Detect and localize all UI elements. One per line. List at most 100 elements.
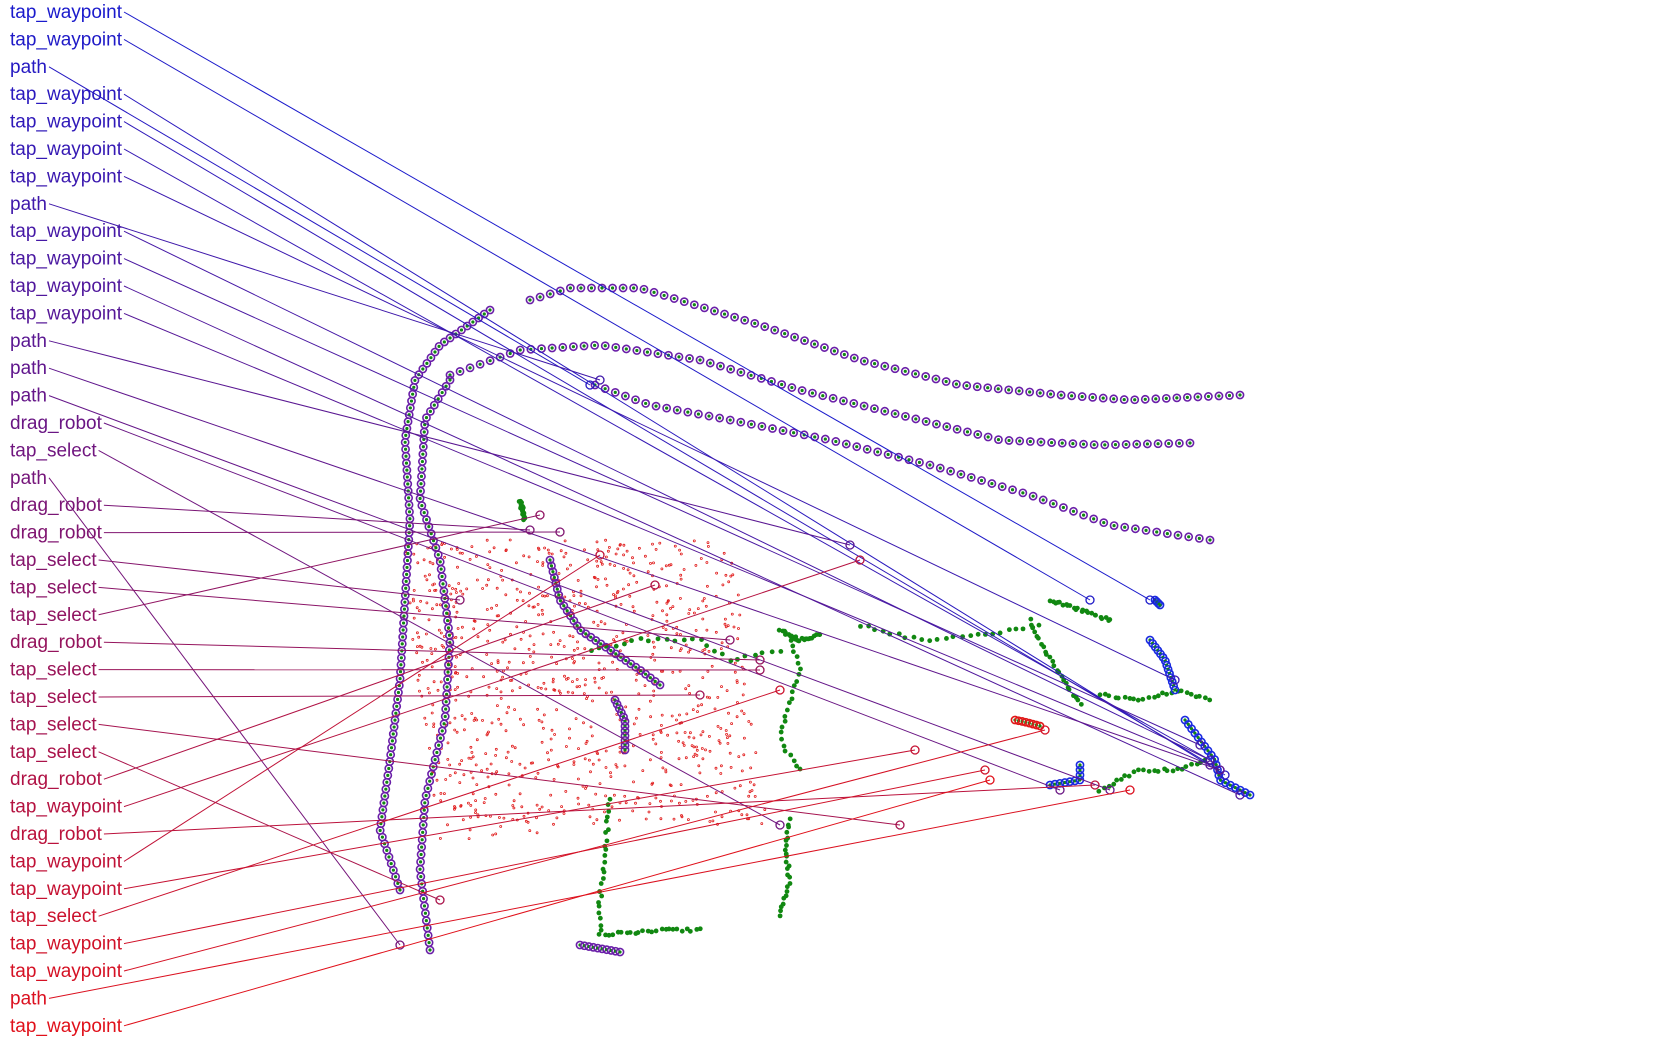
grid-dot <box>688 648 692 651</box>
scan-point <box>603 818 609 824</box>
grid-dot <box>619 543 622 546</box>
grid-dot <box>584 678 587 681</box>
path-ring-core <box>1000 485 1004 489</box>
path-ring-core <box>1028 439 1032 444</box>
path-ring <box>787 383 797 392</box>
grid-dot <box>475 718 479 722</box>
scan-point <box>602 859 608 865</box>
grid-dot <box>495 669 499 673</box>
grid-dot <box>710 664 714 668</box>
grid-dot <box>416 561 420 565</box>
grid-dot <box>736 637 740 641</box>
grid-dot <box>705 695 709 699</box>
grid-dot <box>540 805 544 809</box>
path-ring <box>1210 755 1220 764</box>
grid-dot <box>623 764 627 768</box>
path-ring-core <box>393 718 397 722</box>
leader-target <box>1220 770 1230 780</box>
scan-point <box>596 900 601 905</box>
scan-point <box>784 829 790 835</box>
path-ring <box>921 372 931 381</box>
path-ring-core <box>1197 536 1201 541</box>
grid-dot <box>576 640 579 644</box>
grid-dot <box>622 567 625 570</box>
path-ring-core <box>446 670 450 674</box>
scan-point <box>679 928 685 934</box>
path-ring-core <box>760 424 764 428</box>
path-ring <box>437 388 447 397</box>
scan-point <box>598 881 604 886</box>
path-ring-core <box>390 739 394 743</box>
path-ring <box>797 386 807 395</box>
grid-dot <box>483 797 487 800</box>
path-ring <box>1008 485 1017 495</box>
grid-dot <box>428 589 432 592</box>
path-ring <box>1153 598 1163 608</box>
path-ring-core <box>399 656 403 660</box>
grid-dot <box>643 684 647 687</box>
path-ring-core <box>1233 786 1237 790</box>
leader-target <box>1235 790 1245 800</box>
grid-dot <box>471 755 475 759</box>
path-ring-core <box>422 808 426 812</box>
path-ring <box>425 406 435 416</box>
grid-dot <box>575 678 579 681</box>
grid-dot <box>556 764 559 768</box>
path-ring-core <box>652 290 656 294</box>
grid-dot <box>497 614 500 618</box>
path-ring-core <box>672 296 676 301</box>
path-ring-core <box>675 408 679 412</box>
leader-target <box>1215 765 1225 775</box>
path-ring-core <box>401 621 406 625</box>
grid-dot <box>521 599 525 603</box>
path-ring <box>629 283 639 293</box>
grid-dot <box>465 675 469 679</box>
path-ring <box>631 395 640 405</box>
path-ring-core <box>658 683 662 687</box>
path-ring <box>1015 436 1025 446</box>
path-ring-core <box>623 748 627 752</box>
grid-dot <box>499 690 503 694</box>
leader-target <box>910 745 920 755</box>
grid-dot <box>730 722 733 725</box>
path-ring <box>1130 524 1140 534</box>
path-ring-core <box>1144 528 1148 533</box>
grid-dot <box>679 597 682 600</box>
path-ring-core <box>753 321 757 325</box>
grid-dot <box>474 763 478 767</box>
grid-dot <box>531 761 534 765</box>
path-ring <box>1036 437 1046 447</box>
grid-dot <box>705 561 709 564</box>
label-tap-select: tap_select <box>10 577 97 598</box>
path-ring <box>994 435 1003 445</box>
grid-dot <box>748 790 752 794</box>
grid-dot <box>509 679 512 682</box>
grid-dot <box>504 593 508 597</box>
scan-point <box>1050 658 1056 664</box>
grid-dot <box>571 691 575 695</box>
path-ring-core <box>635 348 639 353</box>
path-ring-core <box>1081 442 1086 446</box>
grid-dot <box>736 701 739 704</box>
path-ring-core <box>422 510 426 515</box>
grid-dot <box>551 680 555 684</box>
path-ring <box>1057 438 1067 448</box>
leader-target <box>1145 595 1155 605</box>
grid-dot <box>713 707 717 711</box>
path-ring-core <box>444 384 448 388</box>
grid-dot <box>434 588 438 592</box>
grid-dot <box>519 717 522 721</box>
grid-dot <box>460 625 464 629</box>
path-ring <box>414 370 424 380</box>
grid-dot <box>421 660 424 664</box>
path-ring <box>820 343 829 352</box>
grid-dot <box>524 620 527 623</box>
grid-dot <box>661 609 664 613</box>
path-ring-core <box>1248 793 1252 797</box>
path-ring-core <box>468 366 472 370</box>
path-ring-core <box>1164 396 1168 400</box>
path-ring-core <box>572 619 576 623</box>
leader-line <box>123 559 861 808</box>
path-ring <box>1077 392 1087 401</box>
path-ring-core <box>438 560 442 564</box>
